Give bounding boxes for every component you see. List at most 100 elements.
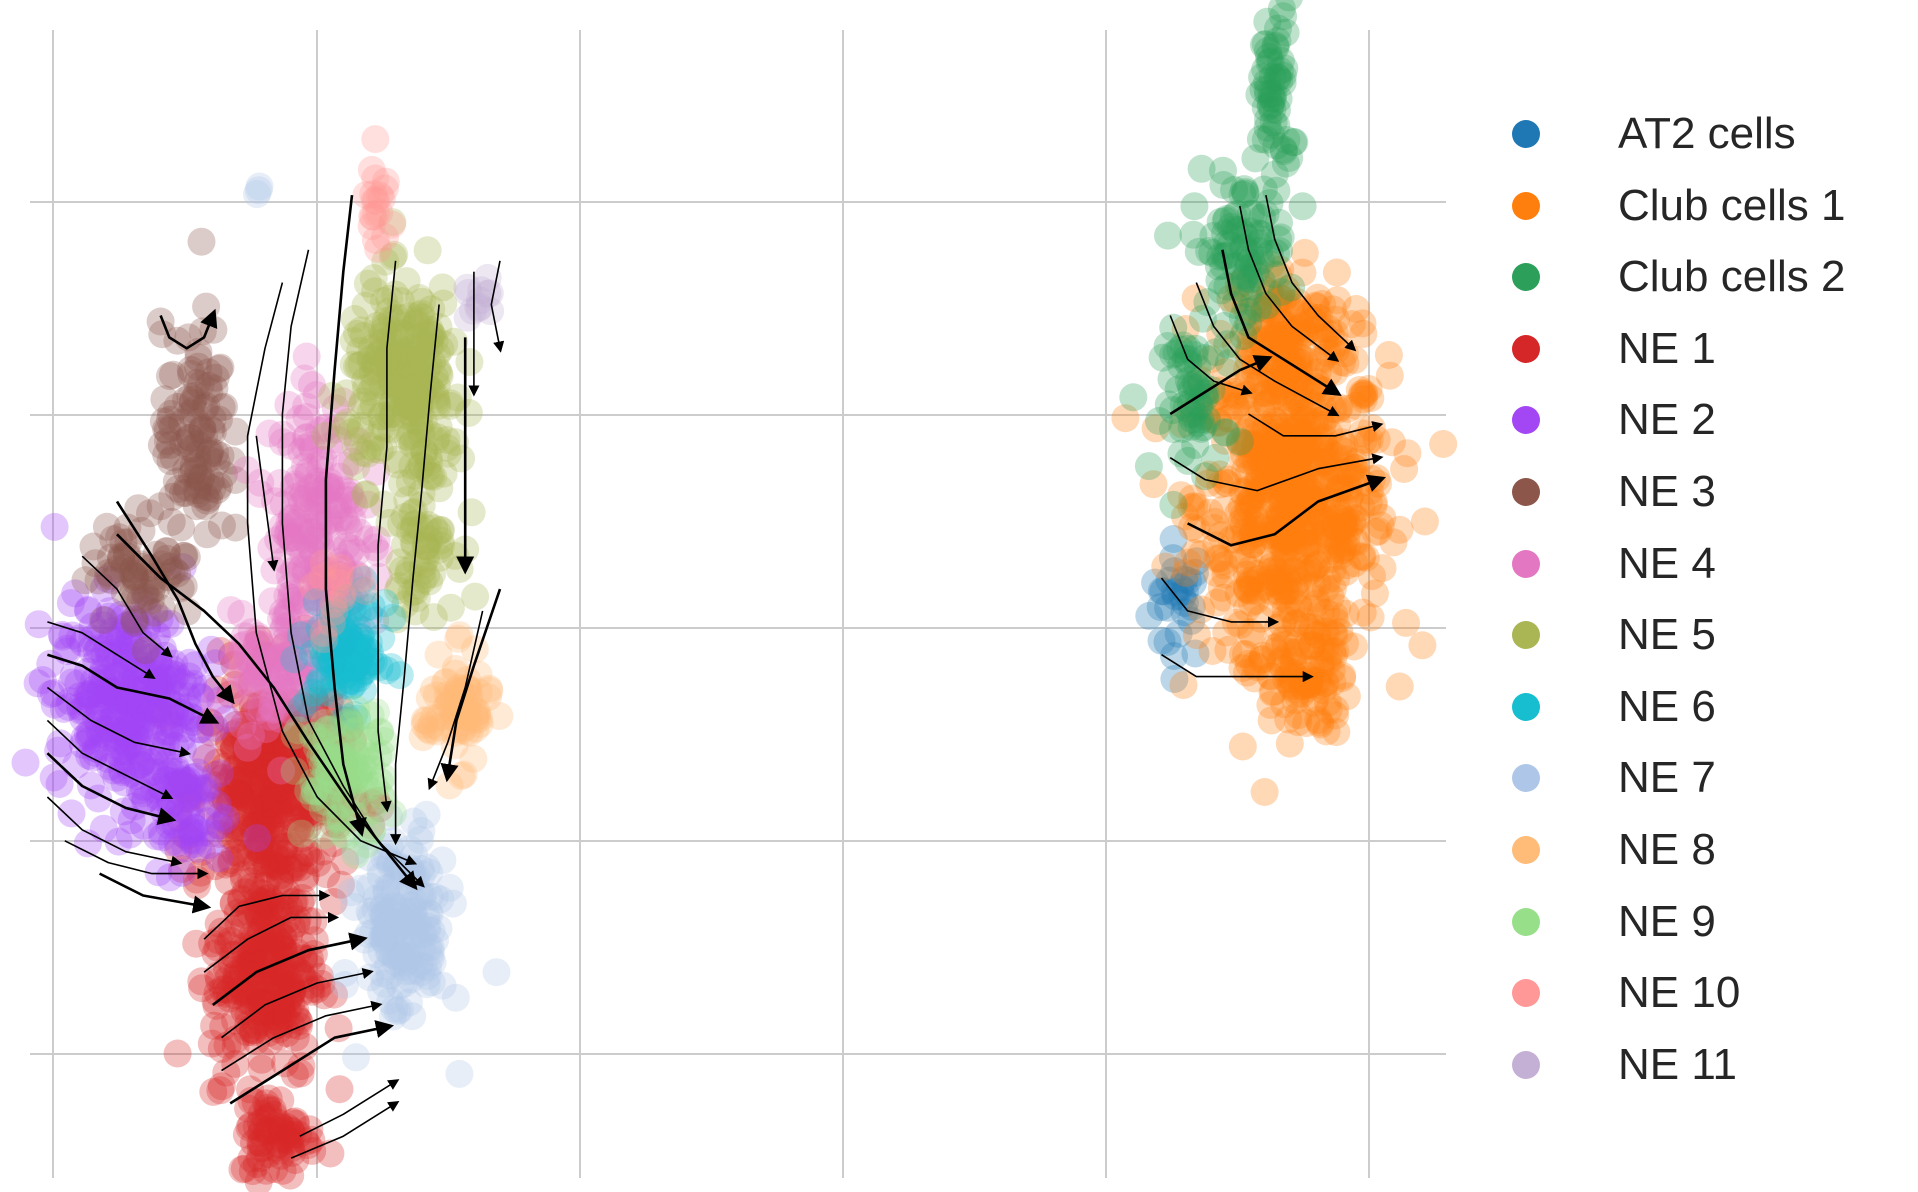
scatter-point [284,762,313,791]
scatter-point [274,390,303,419]
scatter-point [215,984,244,1013]
scatter-point [221,981,250,1010]
scatter-point [1178,405,1207,434]
scatter-point [182,408,211,437]
scatter-point [1243,577,1272,606]
scatter-point [287,782,315,811]
scatter-point [1239,251,1268,280]
scatter-point [1281,451,1310,480]
scatter-point [1338,509,1367,538]
scatter-point [1248,267,1276,296]
scatter-point [1267,307,1296,336]
scatter-point [200,771,228,800]
scatter-point [96,723,125,752]
scatter-point [277,687,306,716]
scatter-point [100,683,129,712]
scatter-point [290,364,319,393]
scatter-point [1189,413,1217,442]
scatter-point [296,970,325,999]
scatter-point [230,936,258,965]
scatter-point [1305,406,1334,435]
scatter-point [170,541,199,570]
scatter-point [194,358,223,387]
scatter-point [1151,552,1180,581]
scatter-point [179,434,207,463]
scatter-point [1235,566,1264,595]
scatter-point [1147,577,1176,606]
scatter-point [1263,27,1292,55]
scatter-point [237,669,266,698]
scatter-point [255,712,284,741]
scatter-point [1226,610,1255,639]
scatter-point [249,888,278,917]
scatter-point [1227,493,1256,522]
scatter-point [1264,84,1293,113]
scatter-point [447,444,476,473]
scatter-point [1261,563,1290,592]
scatter-point [145,604,174,633]
scatter-point [187,967,216,996]
scatter-point [83,735,112,763]
scatter-point [1292,472,1321,501]
scatter-point [1255,48,1284,77]
scatter-point [1212,357,1240,386]
scatter-point [264,897,293,926]
scatter-point [1276,476,1305,505]
legend-label: NE 11 [1618,1039,1738,1089]
scatter-point [301,687,330,715]
scatter-point [155,863,184,892]
scatter-point [97,677,126,706]
scatter-point [28,666,57,695]
scatter-point [317,784,346,813]
scatter-point [109,630,138,659]
scatter-point [193,807,222,836]
scatter-point [311,604,340,633]
scatter-point [1261,33,1290,62]
scatter-point [230,710,258,739]
scatter-point [244,767,273,796]
scatter-point [1233,500,1262,529]
scatter-point [1279,557,1308,586]
scatter-point [126,712,155,741]
scatter-point [218,762,247,791]
scatter-point [1277,596,1306,625]
scatter-point [156,362,184,391]
scatter-point [1285,594,1314,623]
scatter-point [177,790,205,818]
scatter-point [152,681,181,710]
scatter-point [218,917,247,946]
scatter-point [1265,524,1294,553]
scatter-point [1223,540,1252,569]
scatter-point [119,576,148,605]
scatter-point [139,721,168,749]
scatter-point [1211,468,1240,497]
scatter-point [273,758,302,787]
scatter-point [1321,512,1350,541]
legend: AT2 cells Club cells 1 Club cells 2 NE 1… [1490,98,1910,1100]
scatter-point [290,614,319,643]
scatter-point [1310,616,1339,645]
scatter-point [1272,126,1301,154]
scatter-point [284,621,313,650]
scatter-point [1359,487,1388,516]
scatter-point [1203,544,1232,573]
scatter-point [1272,275,1301,304]
scatter-point [262,893,291,922]
scatter-point [152,440,181,469]
scatter-point [222,726,251,755]
scatter-point [220,650,249,679]
scatter-point [300,631,329,660]
scatter-point [239,700,268,728]
scatter-point [278,789,307,818]
scatter-point [243,730,272,759]
scatter-point [214,867,243,896]
scatter-point [286,730,315,759]
scatter-point [365,198,394,227]
scatter-point [359,264,388,293]
scatter-point [40,512,69,541]
scatter-point [387,319,416,348]
scatter-point [251,966,280,995]
scatter-point [110,673,139,702]
scatter-point [1242,439,1271,468]
scatter-point [214,726,243,755]
